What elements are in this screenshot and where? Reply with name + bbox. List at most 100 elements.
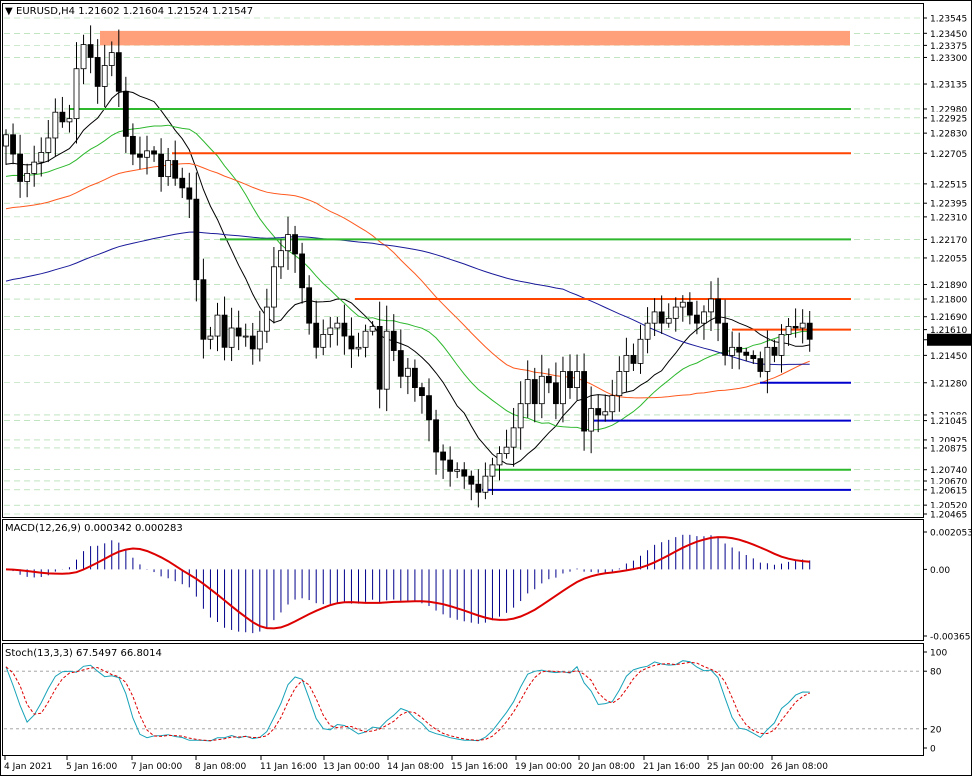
candle-body	[694, 314, 700, 324]
candle-body	[411, 367, 418, 388]
price-label-bg	[928, 310, 970, 323]
time-label: 14 Jan 08:00	[387, 762, 444, 772]
price-label: 1.23375	[930, 42, 967, 52]
ma-long-line	[5, 231, 810, 366]
candle-body	[158, 153, 165, 178]
stochastic-lines	[4, 660, 922, 742]
candle-body	[242, 335, 249, 338]
price-label: 1.20875	[930, 444, 967, 454]
candle-body	[108, 52, 115, 66]
candle-body	[348, 335, 355, 350]
time-label: 19 Jan 00:00	[515, 762, 572, 772]
macd-signal-line	[5, 536, 810, 630]
price-label-bg	[928, 12, 970, 24]
stochastic-pane[interactable]: 100 80 20 0 Stoch(13,3,3) 67.5497 66.8014	[2, 643, 948, 756]
price-axis: 1.23545 1.23450 1.23375 1.23300 1.23135 1.229…	[923, 12, 971, 521]
candle-body	[637, 338, 644, 364]
price-label-bg	[928, 441, 970, 454]
macd-pane-border	[2, 519, 924, 641]
candle-body	[404, 367, 411, 377]
candle-body	[447, 459, 454, 472]
collapse-arrow-icon[interactable]: ▼	[5, 6, 13, 17]
stoch-label: 80	[930, 668, 942, 678]
stoch-main-line	[5, 660, 810, 742]
time-label: 26 Jan 08:00	[771, 762, 828, 772]
price-label-bg	[928, 210, 970, 223]
price-label: 1.20670	[930, 477, 967, 487]
candle-body	[31, 161, 38, 174]
price-label: 1.20465	[930, 511, 967, 521]
candle-body	[672, 306, 679, 319]
price-label-bg	[928, 78, 970, 91]
price-pane[interactable]: 1.23545 1.23450 1.23375 1.23300 1.23135 1.229…	[2, 3, 972, 521]
candle-body	[461, 469, 468, 477]
candle-body	[771, 346, 778, 356]
price-label-bg	[928, 177, 970, 190]
candle-body	[341, 322, 348, 337]
candle-body	[334, 322, 341, 329]
price-label-bg	[928, 251, 970, 264]
candle-body	[80, 44, 87, 70]
supply-zone-rect	[100, 30, 850, 46]
candle-body	[433, 419, 439, 453]
candle-body	[630, 354, 637, 364]
candle-body	[306, 287, 313, 324]
macd-pane[interactable]: 0.002053 0.00 -0.003658 MACD(12,26,9) 0.00…	[2, 519, 972, 643]
candle-body	[785, 325, 792, 335]
candle-body	[94, 57, 101, 87]
time-label: 20 Jan 08:00	[578, 762, 635, 772]
candle-body	[806, 322, 813, 340]
candle-body	[722, 322, 728, 356]
price-label: 1.20740	[930, 466, 967, 476]
candle-body	[320, 334, 327, 348]
price-label-bg	[928, 197, 970, 210]
time-label: 15 Jan 16:00	[451, 762, 508, 772]
candle-body	[383, 330, 390, 390]
candle-body	[101, 65, 108, 87]
ma-mid-line	[5, 124, 810, 431]
candle-body	[736, 346, 743, 353]
candle-body	[545, 375, 552, 384]
candle-body	[581, 371, 587, 432]
candle-body	[299, 253, 306, 289]
price-label-bg	[928, 293, 970, 306]
candle-body	[278, 250, 284, 268]
price-label: 1.22830	[930, 130, 967, 140]
candle-body	[235, 327, 242, 337]
candle-body	[764, 346, 771, 372]
stoch-label: 20	[930, 725, 942, 735]
ma-fast-line	[5, 90, 810, 466]
candle-body	[362, 330, 369, 348]
price-label: 1.22395	[930, 200, 967, 210]
candle-body	[708, 298, 714, 313]
candle-body	[193, 198, 200, 281]
price-label-bg	[928, 414, 970, 427]
candle-body	[616, 371, 623, 397]
price-label: 1.21610	[930, 326, 967, 336]
price-label: 1.23300	[930, 54, 967, 64]
stoch-pane-border	[2, 643, 924, 756]
price-label: 1.20520	[930, 502, 967, 512]
price-label: 1.21450	[930, 352, 967, 362]
candle-body	[292, 234, 298, 255]
candle-body	[757, 358, 764, 372]
candle-body	[524, 379, 531, 405]
candle-body	[270, 266, 277, 308]
candle-body	[440, 451, 447, 461]
macd-title: MACD(12,26,9) 0.000342 0.000283	[5, 523, 183, 534]
candle-body	[10, 134, 16, 155]
price-label: 1.20615	[930, 486, 967, 496]
candle-body	[750, 354, 757, 359]
candle-body	[574, 371, 580, 388]
moving-averages	[5, 90, 810, 466]
price-label-bg	[928, 483, 970, 496]
current-price-box	[927, 333, 971, 346]
candle-body	[144, 150, 150, 158]
candle-body	[200, 279, 207, 340]
candle-body	[679, 301, 686, 308]
candle-body	[482, 475, 489, 493]
price-label: 1.21690	[930, 313, 967, 323]
candle-body	[510, 427, 517, 448]
candle-body	[588, 408, 595, 432]
